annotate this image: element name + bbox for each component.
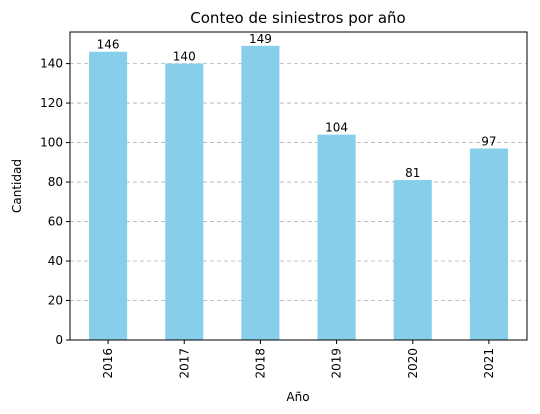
grid-lines [70, 63, 527, 301]
y-axis-label: Cantidad [10, 159, 24, 213]
y-tick-label: 20 [48, 294, 63, 308]
x-tick-label-2019: 2019 [330, 348, 344, 379]
data-labels: 146 140 149 104 81 97 [97, 32, 497, 180]
x-tick-label-2017: 2017 [177, 348, 191, 379]
y-tick-label: 140 [40, 57, 63, 71]
y-tick-label: 100 [40, 136, 63, 150]
bars [89, 45, 508, 340]
data-label-2017: 140 [173, 50, 196, 64]
y-axis-ticks: 0 20 40 60 80 100 120 140 [40, 57, 70, 347]
y-tick-label: 40 [48, 254, 63, 268]
bar-2020 [393, 180, 432, 340]
y-tick-label: 0 [55, 333, 63, 347]
data-label-2018: 149 [249, 32, 272, 46]
data-label-2020: 81 [405, 166, 420, 180]
y-tick-label: 80 [48, 175, 63, 189]
bar-2017 [165, 63, 204, 340]
x-tick-label-2020: 2020 [406, 348, 420, 379]
data-label-2021: 97 [481, 134, 496, 148]
bar-2019 [317, 134, 356, 340]
x-axis-ticks: 2016 2017 2018 2019 2020 2021 [101, 340, 496, 379]
data-label-2019: 104 [325, 121, 348, 135]
bar-2018 [241, 45, 280, 340]
data-label-2016: 146 [97, 38, 120, 52]
bar-2021 [469, 148, 508, 340]
plot-frame [69, 31, 528, 341]
x-tick-label-2021: 2021 [482, 348, 496, 379]
x-axis-label: Año [286, 390, 309, 404]
y-tick-label: 120 [40, 96, 63, 110]
x-tick-label-2016: 2016 [101, 348, 115, 379]
x-tick-label-2018: 2018 [253, 348, 267, 379]
bar-2016 [89, 51, 128, 340]
y-tick-label: 60 [48, 215, 63, 229]
chart-title: Conteo de siniestros por año [190, 9, 405, 27]
